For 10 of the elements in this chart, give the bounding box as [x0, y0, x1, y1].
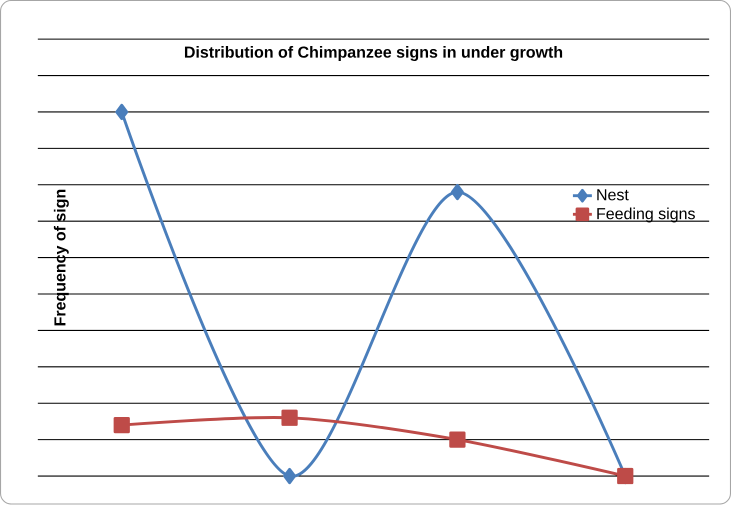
point [283, 468, 296, 484]
legend-label: Nest [597, 189, 629, 201]
chart-title: Distribution of Chimpanzee signs in under growth [184, 46, 562, 62]
point [449, 432, 466, 448]
point [115, 104, 128, 120]
point [281, 410, 298, 426]
point [450, 184, 464, 200]
point [114, 417, 130, 434]
y-axis-title: Frequency of sign [54, 190, 69, 326]
legend-label: Feeding signs [597, 208, 695, 223]
